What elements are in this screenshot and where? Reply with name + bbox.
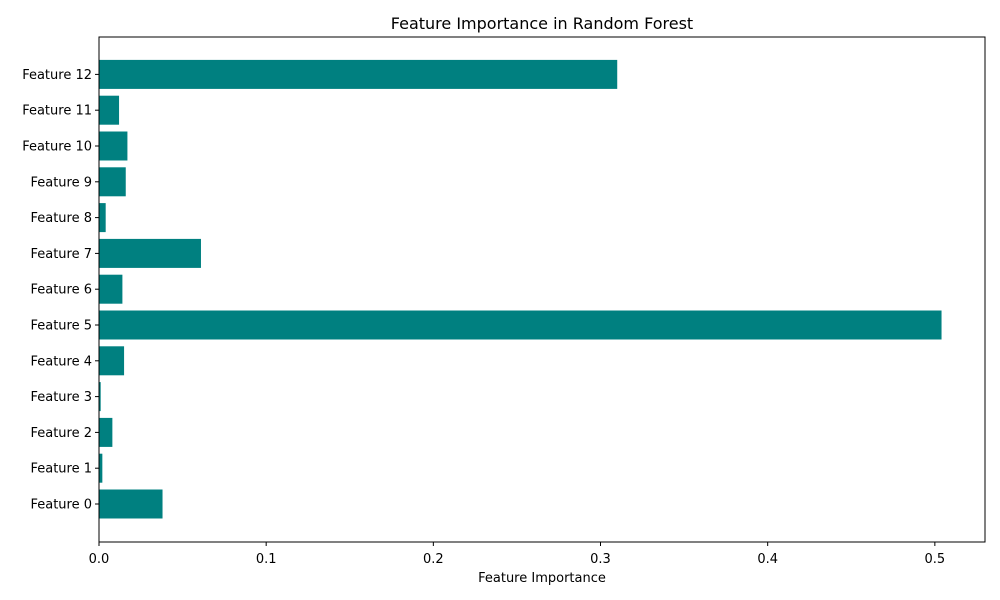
y-tick-label: Feature 2: [30, 426, 92, 441]
bar: [99, 417, 113, 447]
x-tick-label: 0.1: [256, 552, 277, 567]
bars-layer: [99, 59, 942, 519]
bar: [99, 203, 106, 233]
bar: [99, 310, 942, 340]
bar: [99, 489, 163, 519]
bar: [99, 131, 128, 161]
bar: [99, 382, 101, 412]
bar: [99, 238, 201, 268]
x-tick-label: 0.3: [590, 552, 611, 567]
y-tick-label: Feature 1: [30, 462, 92, 477]
axes-layer: Feature 0 Feature 1 Feature 2 Feature 3 Feat…: [22, 68, 945, 567]
bar: [99, 453, 103, 483]
y-tick-label: Feature 10: [22, 140, 92, 155]
y-tick-label: Feature 3: [30, 390, 92, 405]
x-tick-label: 0.5: [925, 552, 946, 567]
bar: [99, 167, 126, 197]
y-tick-label: Feature 12: [22, 68, 92, 83]
plot-area: [98, 36, 986, 543]
bar: [99, 59, 618, 89]
y-tick-label: Feature 5: [30, 319, 92, 334]
x-tick-label: 0.4: [757, 552, 778, 567]
y-tick-label: Feature 9: [30, 175, 92, 190]
x-tick-label: 0.0: [89, 552, 110, 567]
y-tick-label: Feature 0: [30, 498, 92, 513]
y-tick-label: Feature 11: [22, 104, 92, 119]
bar: [99, 95, 120, 125]
bar: [99, 346, 125, 376]
chart-title: Feature Importance in Random Forest: [391, 14, 693, 33]
x-tick-label: 0.2: [423, 552, 444, 567]
y-tick-label: Feature 8: [30, 211, 92, 226]
bar: [99, 274, 123, 304]
x-axis-label: Feature Importance: [478, 571, 606, 586]
y-tick-label: Feature 4: [30, 354, 92, 369]
y-tick-label: Feature 6: [30, 283, 92, 298]
y-tick-label: Feature 7: [30, 247, 92, 262]
